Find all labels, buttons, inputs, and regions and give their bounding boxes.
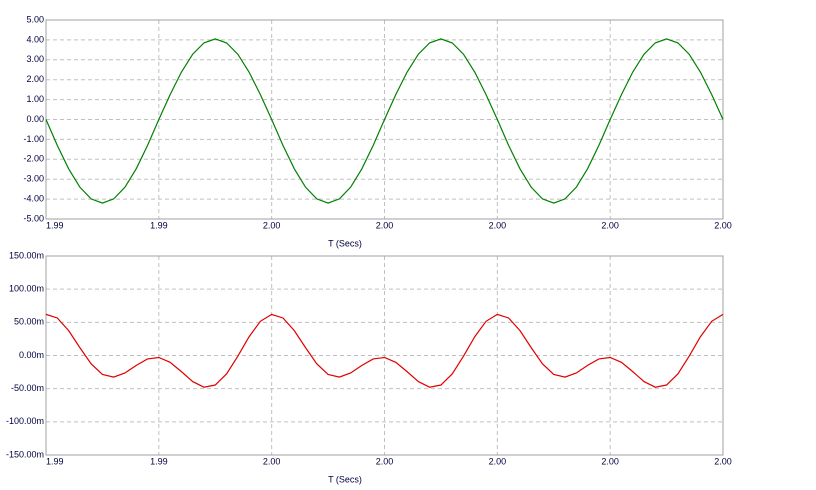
y-tick-label: 50.00m bbox=[14, 317, 44, 327]
y-tick-label: 2.00 bbox=[26, 74, 44, 84]
x-tick-label: 1.99 bbox=[46, 220, 64, 230]
y-tick-label: -50.00m bbox=[11, 383, 44, 393]
x-tick-label: 2.00 bbox=[376, 456, 394, 466]
y-tick-label: 5.00 bbox=[26, 14, 44, 24]
y-tick-label: 0.00m bbox=[19, 350, 44, 360]
line-series bbox=[45, 313, 724, 388]
x-tick-label: 1.99 bbox=[46, 456, 64, 466]
y-tick-label: 1.00 bbox=[26, 94, 44, 104]
y-tick-label: 150.00m bbox=[9, 250, 44, 260]
x-tick-label: 2.00 bbox=[714, 220, 732, 230]
y-tick-label: 100.00m bbox=[9, 284, 44, 294]
y-tick-label: -1.00 bbox=[23, 134, 44, 144]
y-tick-label: -3.00 bbox=[23, 174, 44, 184]
x-tick-label: 2.00 bbox=[601, 220, 619, 230]
y-tick-label: -2.00 bbox=[23, 154, 44, 164]
y-tick-label: -150.00m bbox=[6, 449, 44, 459]
x-tick-label: 2.00 bbox=[714, 456, 732, 466]
y-tick-label: 4.00 bbox=[26, 34, 44, 44]
x-tick-label: 2.00 bbox=[489, 456, 507, 466]
x-tick-label: 1.99 bbox=[150, 456, 168, 466]
x-tick-label: 2.00 bbox=[601, 456, 619, 466]
x-tick-label: 2.00 bbox=[489, 220, 507, 230]
y-tick-label: -5.00 bbox=[23, 213, 44, 223]
x-axis-label: T (Secs) bbox=[328, 238, 362, 248]
x-tick-label: 1.99 bbox=[150, 220, 168, 230]
line-series bbox=[45, 38, 724, 204]
y-tick-label: -4.00 bbox=[23, 193, 44, 203]
x-tick-label: 2.00 bbox=[263, 220, 281, 230]
y-tick-label: 3.00 bbox=[26, 54, 44, 64]
y-tick-label: -100.00m bbox=[6, 416, 44, 426]
x-tick-label: 2.00 bbox=[376, 220, 394, 230]
plot-frame bbox=[45, 255, 724, 456]
y-tick-label: 0.00 bbox=[26, 114, 44, 124]
x-axis-label: T (Secs) bbox=[328, 474, 362, 484]
x-tick-label: 2.00 bbox=[263, 456, 281, 466]
